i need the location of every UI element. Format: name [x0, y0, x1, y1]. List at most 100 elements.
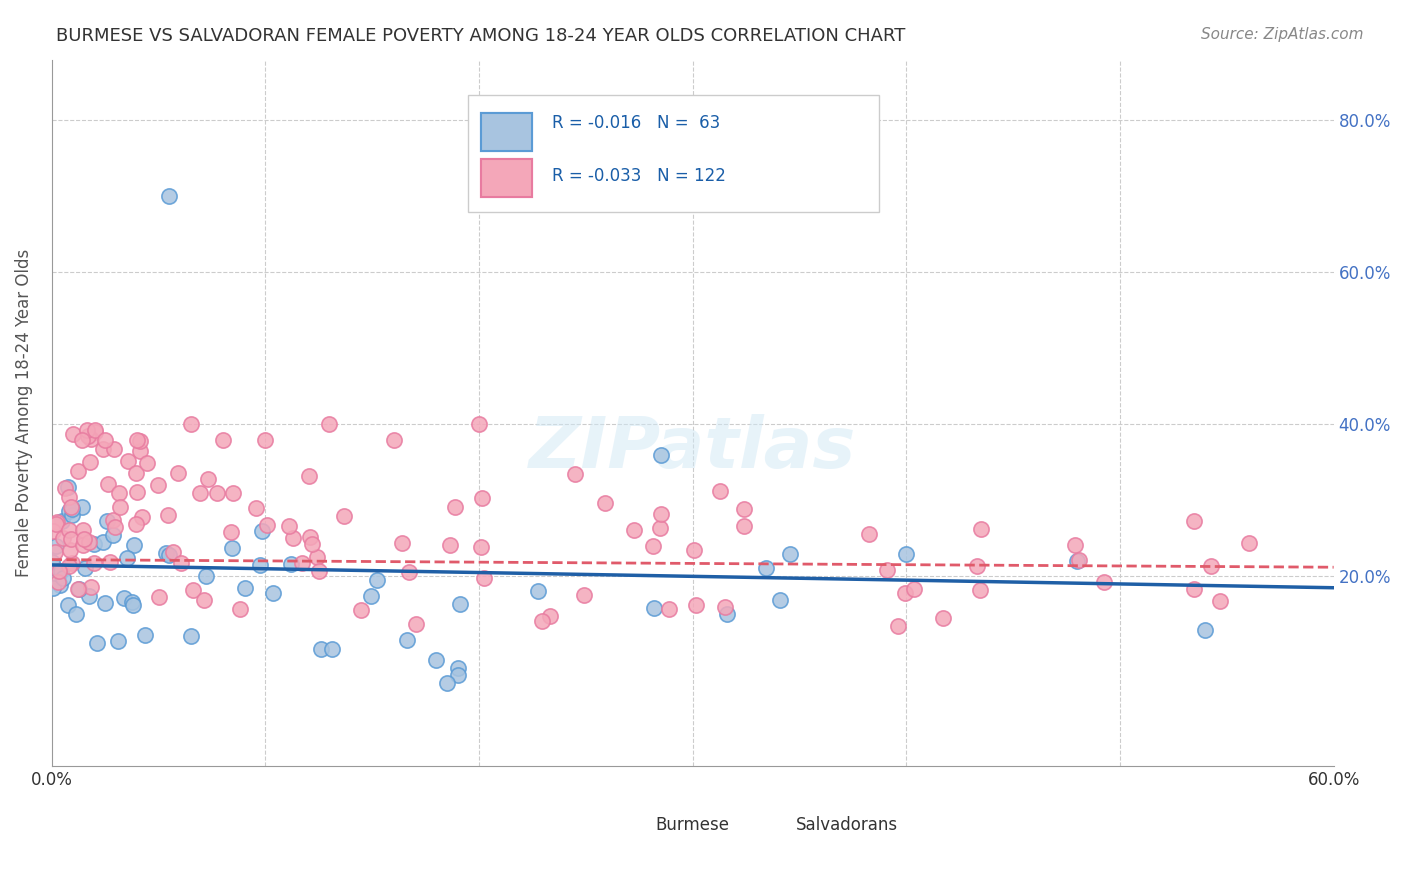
Point — [1067, 553, 1090, 567]
Point — [183, 582, 205, 597]
Point — [59, 500, 82, 514]
Point — [194, 568, 217, 582]
FancyBboxPatch shape — [481, 112, 533, 152]
Point — [538, 608, 561, 623]
Point — [205, 486, 228, 500]
Point — [128, 434, 150, 449]
Point — [58, 558, 80, 573]
Point — [425, 653, 447, 667]
Point — [903, 582, 925, 596]
Point — [60, 508, 83, 522]
Point — [79, 455, 101, 469]
Point — [245, 500, 267, 515]
Point — [77, 535, 100, 549]
Point — [122, 598, 145, 612]
Point — [219, 524, 242, 539]
Point — [148, 591, 170, 605]
Point — [121, 595, 143, 609]
Point — [350, 603, 373, 617]
Point — [77, 589, 100, 603]
Text: ZIPatlas: ZIPatlas — [529, 414, 856, 483]
Point — [94, 596, 117, 610]
Point — [125, 516, 148, 531]
Point — [593, 495, 616, 509]
Point — [969, 583, 991, 598]
Point — [966, 559, 988, 574]
Point — [1209, 594, 1232, 608]
Point — [298, 468, 321, 483]
Point — [156, 508, 179, 522]
Point — [58, 523, 80, 537]
Point — [755, 561, 778, 575]
Point — [769, 592, 792, 607]
Point — [125, 466, 148, 480]
Point — [398, 565, 420, 579]
Text: BURMESE VS SALVADORAN FEMALE POVERTY AMONG 18-24 YEAR OLDS CORRELATION CHART: BURMESE VS SALVADORAN FEMALE POVERTY AMO… — [56, 27, 905, 45]
Point — [170, 556, 193, 570]
Point — [254, 433, 277, 447]
Point — [83, 537, 105, 551]
Point — [157, 189, 180, 203]
Point — [249, 558, 271, 573]
Point — [180, 417, 202, 432]
Point — [136, 456, 159, 470]
Point — [716, 607, 738, 622]
Point — [65, 607, 87, 621]
Point — [46, 574, 69, 589]
Point — [86, 635, 108, 649]
Point — [301, 536, 323, 550]
Point — [395, 633, 418, 648]
Y-axis label: Female Poverty Among 18-24 Year Olds: Female Poverty Among 18-24 Year Olds — [15, 249, 32, 577]
Point — [1194, 623, 1216, 637]
Text: R = -0.016   N =  63: R = -0.016 N = 63 — [551, 114, 720, 132]
Point — [41, 555, 63, 569]
Point — [67, 582, 90, 596]
Point — [58, 504, 80, 518]
Point — [72, 538, 94, 552]
Text: Source: ZipAtlas.com: Source: ZipAtlas.com — [1201, 27, 1364, 42]
Point — [291, 556, 314, 570]
Point — [146, 478, 169, 492]
Point — [470, 491, 492, 506]
Point — [66, 464, 89, 478]
Point — [59, 542, 82, 557]
Point — [103, 442, 125, 457]
Point — [70, 433, 93, 447]
Point — [685, 598, 707, 612]
Point — [1237, 536, 1260, 550]
Point — [162, 544, 184, 558]
FancyBboxPatch shape — [776, 798, 814, 826]
Point — [307, 550, 329, 565]
Point — [714, 599, 737, 614]
Point — [1064, 538, 1087, 552]
Point — [45, 517, 67, 532]
Point — [222, 486, 245, 500]
Point — [449, 597, 471, 611]
Point — [104, 520, 127, 534]
Point — [298, 530, 321, 544]
Point — [188, 485, 211, 500]
Point — [468, 417, 491, 432]
Point — [256, 517, 278, 532]
Point — [60, 557, 83, 571]
Point — [52, 531, 75, 545]
FancyBboxPatch shape — [481, 159, 533, 197]
Point — [44, 545, 66, 559]
Point — [122, 538, 145, 552]
Point — [648, 521, 671, 535]
Point — [1182, 514, 1205, 528]
Point — [318, 417, 340, 432]
Point — [472, 571, 495, 585]
Point — [391, 536, 413, 550]
Point — [103, 528, 125, 542]
Point — [75, 561, 97, 575]
Point — [96, 514, 118, 528]
Point — [76, 429, 98, 443]
Point — [157, 548, 180, 562]
Point — [125, 484, 148, 499]
FancyBboxPatch shape — [609, 798, 648, 826]
Point — [1092, 574, 1115, 589]
Point — [131, 510, 153, 524]
Point — [103, 513, 125, 527]
Point — [80, 432, 103, 446]
